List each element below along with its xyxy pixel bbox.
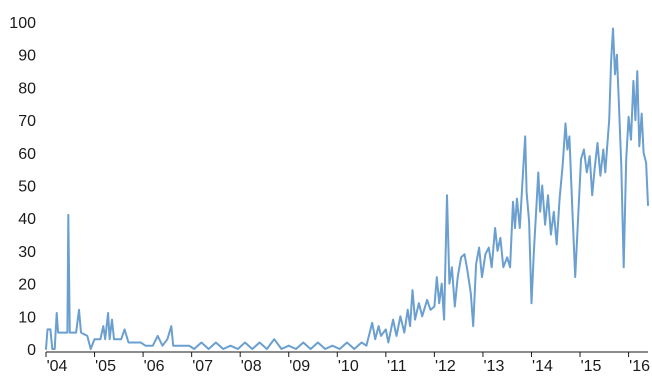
- y-tick-label: 50: [18, 179, 36, 196]
- x-axis: '04 '05 '06 '07 '08 '09 '10 '11 '12 '13 '14 '15 '16: [45, 351, 650, 375]
- x-tick-label: '15: [581, 358, 602, 375]
- x-tick-label: '16: [629, 358, 650, 375]
- x-tick-label: '09: [289, 358, 310, 375]
- y-axis: 0 10 20 30 40 50 60 70 80 90 100: [9, 15, 36, 359]
- y-tick-label: 20: [18, 277, 36, 294]
- series-group: [45, 27, 649, 350]
- x-tick-label: '11: [387, 358, 407, 375]
- y-tick-label: 60: [18, 146, 36, 163]
- y-tick-label: 80: [18, 80, 36, 97]
- x-tick-label: '06: [144, 358, 165, 375]
- y-tick-label: 70: [18, 113, 36, 130]
- y-tick-label: 0: [27, 342, 36, 359]
- y-tick-label: 90: [18, 48, 36, 65]
- y-tick-label: 40: [18, 211, 36, 228]
- x-tick-label: '04: [47, 358, 68, 375]
- x-tick-label: '13: [484, 358, 505, 375]
- y-tick-label: 100: [9, 15, 36, 32]
- x-tick-label: '08: [241, 358, 262, 375]
- series-line-0: [45, 27, 649, 350]
- y-tick-label: 10: [18, 309, 36, 326]
- y-tick-label: 30: [18, 244, 36, 261]
- x-tick-label: '07: [192, 358, 213, 375]
- x-tick-label: '05: [95, 358, 116, 375]
- x-tick-label: '10: [338, 358, 359, 375]
- x-tick-label: '14: [532, 358, 553, 375]
- x-tick-label: '12: [435, 358, 456, 375]
